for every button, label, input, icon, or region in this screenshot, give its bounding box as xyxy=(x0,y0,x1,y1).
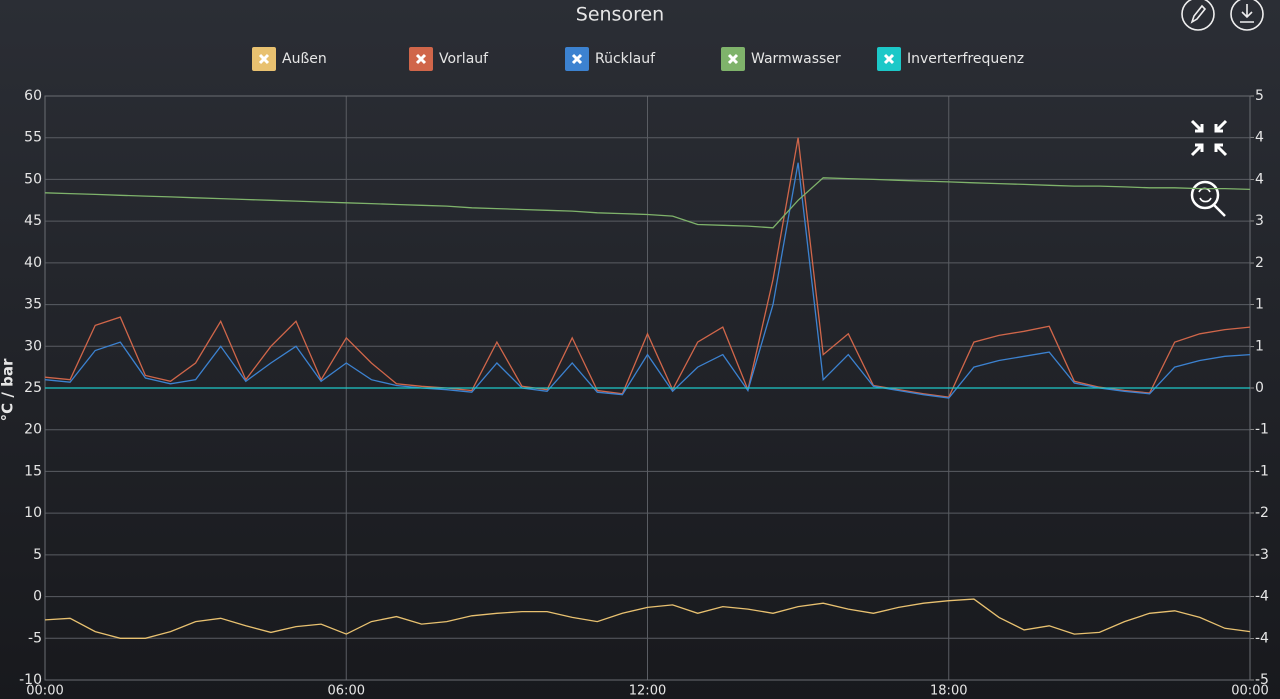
chart-title: Sensoren xyxy=(576,4,664,26)
x-tick-label: 18:00 xyxy=(930,684,967,699)
legend-label: Warmwasser xyxy=(751,51,841,67)
y-tick-label: 45 xyxy=(24,213,42,229)
x-tick-label: 12:00 xyxy=(629,684,666,699)
y2-tick-label: 4 xyxy=(1255,172,1264,188)
y-tick-label: 55 xyxy=(24,130,42,146)
legend-icon xyxy=(727,53,739,65)
y-tick-label: 40 xyxy=(24,255,42,271)
y-tick-label: 5 xyxy=(33,547,42,563)
series-line xyxy=(44,177,1251,229)
edit-button[interactable] xyxy=(1181,0,1215,31)
y2-tick-label: -1 xyxy=(1255,464,1269,480)
y-tick-label: -10 xyxy=(19,672,42,688)
legend-icon xyxy=(571,53,583,65)
y-tick-label: -5 xyxy=(28,630,42,646)
download-button[interactable] xyxy=(1230,0,1264,31)
y-tick-label: 20 xyxy=(24,422,42,438)
legend-item[interactable]: Außen xyxy=(252,47,327,71)
legend-label: Inverterfrequenz xyxy=(907,51,1024,67)
legend-icon xyxy=(415,53,427,65)
y-tick-label: 15 xyxy=(24,463,42,479)
y2-tick-label: -4 xyxy=(1255,588,1269,604)
y-tick-label: 50 xyxy=(24,171,42,187)
y2-tick-label: 1 xyxy=(1255,339,1264,355)
collapse-button[interactable] xyxy=(1190,119,1228,157)
reset-zoom-button[interactable] xyxy=(1190,180,1226,217)
y-tick-label: 10 xyxy=(24,505,42,521)
y2-tick-label: 0 xyxy=(1255,380,1264,396)
y-axis-label: °C / bar xyxy=(0,358,17,421)
y2-tick-label: -1 xyxy=(1255,421,1269,437)
y2-tick-label: 5 xyxy=(1255,88,1264,104)
y-tick-label: 35 xyxy=(24,297,42,313)
y2-tick-label: -5 xyxy=(1255,672,1269,688)
series-line xyxy=(44,162,1251,399)
legend-label: Vorlauf xyxy=(439,51,489,67)
y2-tick-label: -4 xyxy=(1255,631,1269,647)
legend-item[interactable]: Rücklauf xyxy=(565,47,656,71)
y-tick-label: 0 xyxy=(33,589,42,605)
y-tick-label: 30 xyxy=(24,338,42,354)
y2-tick-label: -3 xyxy=(1255,547,1269,563)
legend-label: Außen xyxy=(282,51,327,67)
legend-icon xyxy=(883,53,895,65)
y-tick-label: 25 xyxy=(24,380,42,396)
series-line xyxy=(44,137,1251,398)
y2-tick-label: 2 xyxy=(1255,255,1264,271)
y2-tick-label: -2 xyxy=(1255,505,1269,521)
legend-item[interactable]: Inverterfrequenz xyxy=(877,47,1024,71)
y2-tick-label: 1 xyxy=(1255,296,1264,312)
y2-tick-label: 3 xyxy=(1255,213,1264,229)
legend-icon xyxy=(258,53,270,65)
series-line xyxy=(44,598,1251,639)
x-tick-label: 00:00 xyxy=(26,684,63,699)
legend-item[interactable]: Vorlauf xyxy=(409,47,489,71)
x-tick-label: 06:00 xyxy=(328,684,365,699)
y-tick-label: 60 xyxy=(24,88,42,104)
y2-tick-label: 4 xyxy=(1255,129,1264,145)
x-tick-label: 00:00 xyxy=(1231,684,1268,699)
legend-item[interactable]: Warmwasser xyxy=(721,47,841,71)
legend-label: Rücklauf xyxy=(595,51,656,67)
